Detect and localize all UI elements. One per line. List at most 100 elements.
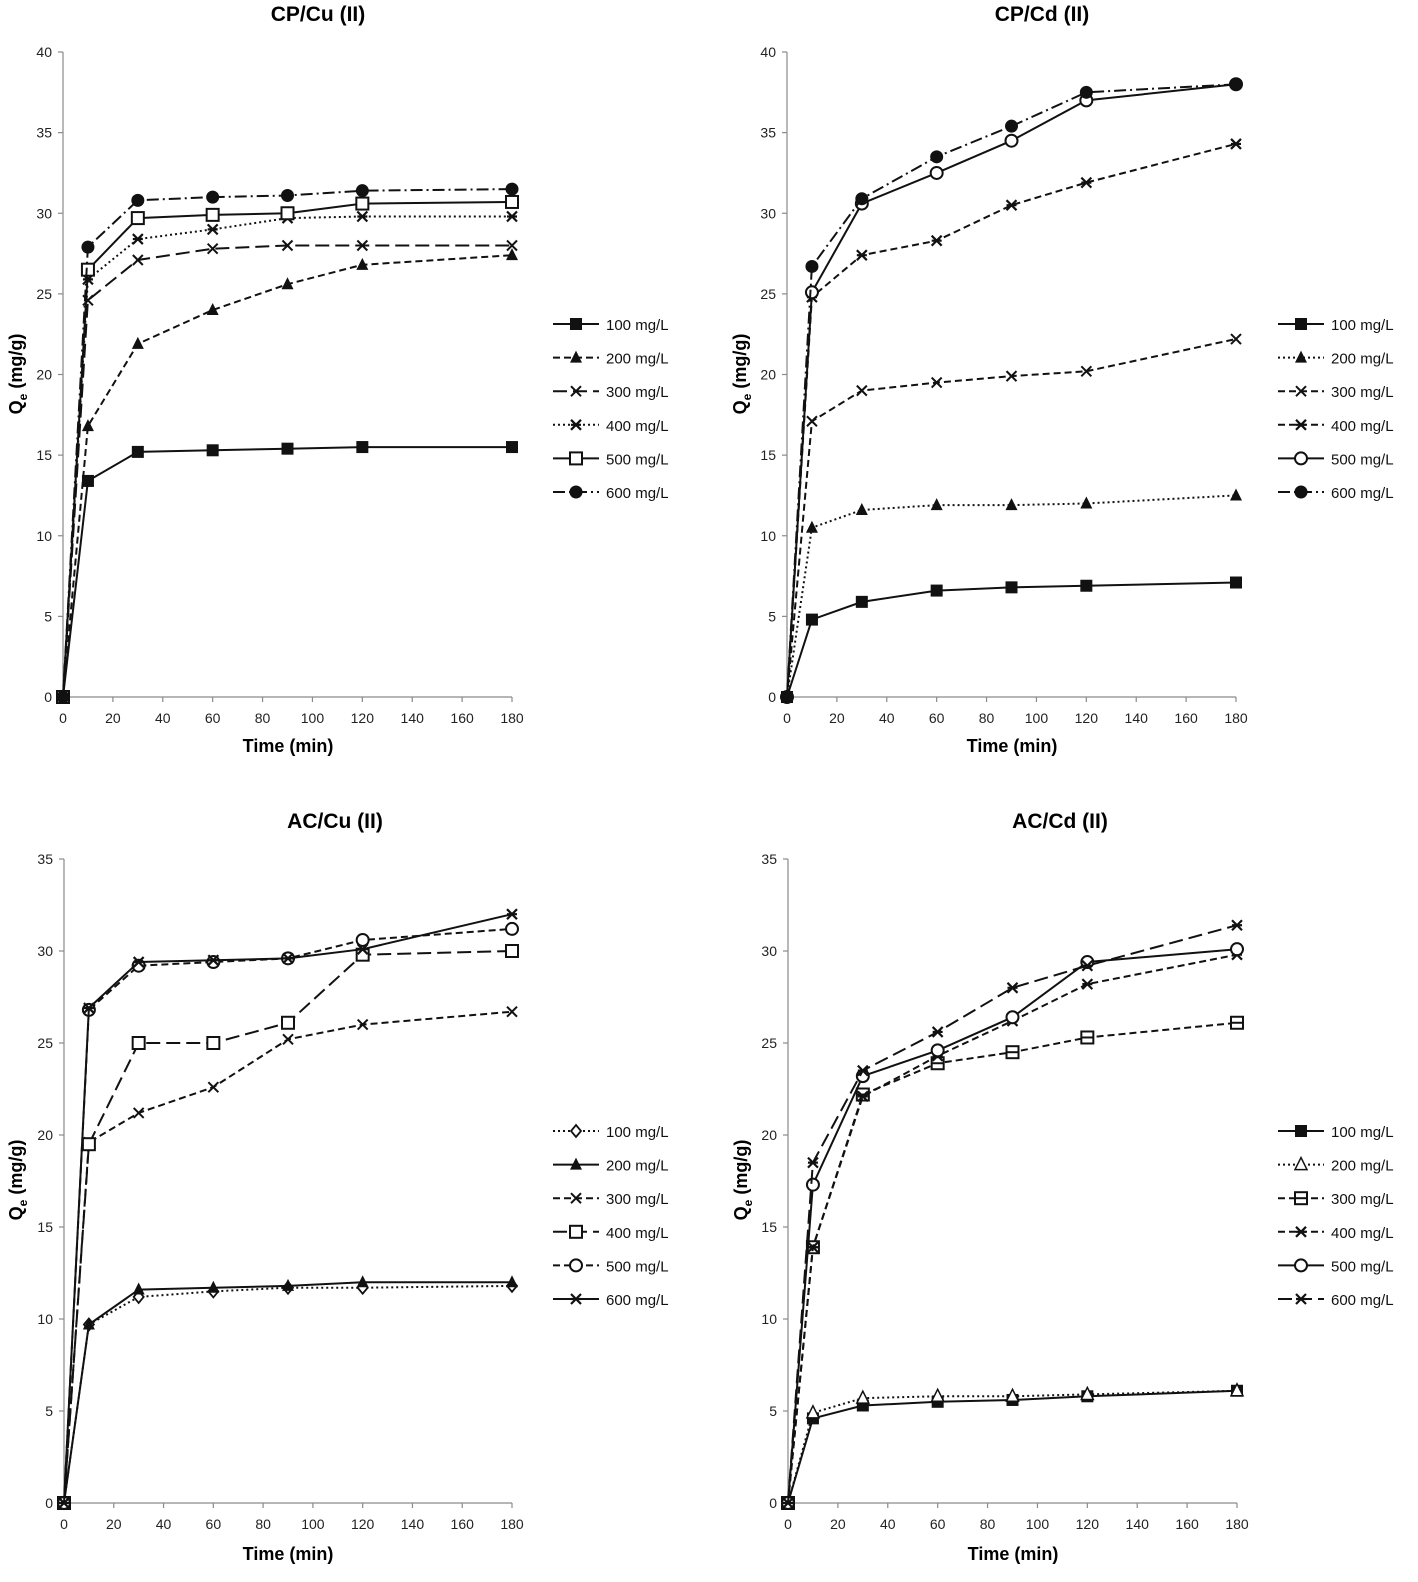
legend-marker — [1294, 1258, 1308, 1273]
series-line — [63, 913, 513, 1504]
data-point — [131, 193, 145, 207]
data-point — [1079, 85, 1093, 99]
legend-item: 300 mg/L — [553, 1191, 669, 1208]
x-axis-label: Time (min) — [967, 736, 1058, 756]
legend-label: 100 mg/L — [606, 317, 669, 334]
legend-item: 100 mg/L — [1278, 1124, 1394, 1141]
x-tick-label: 0 — [59, 710, 67, 726]
data-point — [930, 234, 943, 247]
data-point — [856, 384, 868, 397]
x-tick-label: 80 — [979, 710, 995, 726]
data-point — [282, 1278, 294, 1291]
y-tick-label: 25 — [37, 1035, 53, 1051]
y-tick-label: 20 — [37, 1127, 53, 1143]
data-point — [1230, 1015, 1244, 1030]
legend-marker — [569, 1224, 583, 1239]
x-tick-label: 180 — [500, 1516, 524, 1532]
legend-label: 300 mg/L — [1331, 1191, 1394, 1208]
y-tick-label: 20 — [761, 1127, 777, 1143]
data-point — [806, 415, 818, 427]
legend-marker — [1293, 1155, 1309, 1171]
legend-item: 600 mg/L — [1278, 485, 1394, 502]
x-tick-label: 100 — [301, 710, 325, 726]
data-point — [281, 277, 294, 290]
x-tick-label: 20 — [105, 710, 121, 726]
series-line — [62, 254, 513, 698]
chart-title: CP/Cd (II) — [995, 3, 1090, 26]
series-200-mg-l — [58, 1275, 518, 1508]
data-point — [931, 1026, 944, 1038]
data-point — [207, 1081, 220, 1093]
legend-item: 600 mg/L — [553, 1292, 669, 1309]
legend-marker — [1295, 1125, 1307, 1137]
data-point — [1004, 133, 1019, 148]
chart-cp-cu: CP/Cu (II) 0 5 10 15 20 25 30 35 40 0 20 40 60 80 100 1… — [6, 3, 669, 756]
x-tick-label: 100 — [1026, 1516, 1050, 1532]
legend-item: 100 mg/L — [1278, 317, 1394, 334]
legend-label: 100 mg/L — [1331, 1124, 1394, 1141]
legend-label: 400 mg/L — [606, 1225, 669, 1242]
legend-marker — [570, 385, 582, 397]
series-line — [63, 927, 513, 1504]
data-point — [356, 1018, 369, 1031]
data-point — [506, 1006, 518, 1018]
data-point — [281, 442, 294, 455]
legend-item: 100 mg/L — [553, 317, 669, 334]
legend-item: 600 mg/L — [1278, 1292, 1394, 1309]
y-axis-label: Qe (mg/g) — [6, 334, 30, 415]
data-point — [1229, 77, 1243, 91]
y-tick-label: 40 — [760, 44, 776, 60]
legend-label: 600 mg/L — [1331, 1292, 1394, 1309]
x-tick-label: 0 — [783, 710, 791, 726]
legend-marker — [570, 350, 582, 363]
legend-label: 500 mg/L — [1331, 451, 1394, 468]
data-point — [206, 444, 219, 457]
y-tick-label: 25 — [761, 1035, 777, 1051]
legend-item: 500 mg/L — [553, 451, 669, 468]
data-point — [205, 207, 220, 222]
data-point — [206, 243, 219, 255]
data-point — [1006, 982, 1019, 994]
data-point — [1230, 333, 1242, 345]
legend-label: 400 mg/L — [1331, 418, 1394, 435]
legend-item: 400 mg/L — [1278, 1225, 1394, 1242]
data-point — [1005, 370, 1018, 382]
data-point — [58, 1497, 70, 1509]
legend-marker — [1295, 1226, 1307, 1238]
y-tick-label: 30 — [761, 943, 777, 959]
y-tick-label: 20 — [36, 367, 52, 383]
legend-marker — [1294, 485, 1308, 499]
data-point — [855, 502, 868, 515]
y-tick-label: 10 — [760, 528, 776, 544]
x-axis-label: Time (min) — [243, 1544, 334, 1564]
data-point — [807, 1241, 819, 1254]
series-layer — [780, 919, 1245, 1510]
series-300-mg-l — [781, 333, 1242, 703]
data-point — [1005, 1010, 1020, 1025]
data-point — [356, 210, 369, 223]
legend-marker — [570, 1293, 582, 1305]
series-line — [62, 446, 512, 698]
data-point — [505, 944, 519, 958]
data-point — [506, 441, 518, 454]
data-point — [930, 584, 943, 597]
series-line — [63, 1010, 513, 1504]
series-line — [63, 1284, 513, 1504]
y-tick-label: 25 — [760, 286, 776, 302]
series-400-mg-l — [57, 944, 519, 1510]
legend-marker — [1295, 419, 1307, 431]
data-point — [132, 1107, 145, 1119]
data-point — [81, 474, 94, 487]
chart-title: CP/Cu (II) — [271, 3, 366, 26]
data-point — [81, 1137, 96, 1152]
axes: 0 5 10 15 20 25 30 35 0 20 40 60 80 100 120 140 160 180 — [761, 851, 1248, 1532]
data-point — [805, 1177, 820, 1192]
series-layer — [780, 77, 1243, 704]
data-point — [130, 211, 145, 226]
x-tick-label: 140 — [1125, 710, 1149, 726]
x-tick-label: 180 — [500, 710, 524, 726]
legend-item: 300 mg/L — [553, 384, 669, 401]
legend-marker — [1295, 385, 1307, 397]
legend-label: 500 mg/L — [606, 1258, 669, 1275]
legend-item: 300 mg/L — [1278, 384, 1394, 401]
